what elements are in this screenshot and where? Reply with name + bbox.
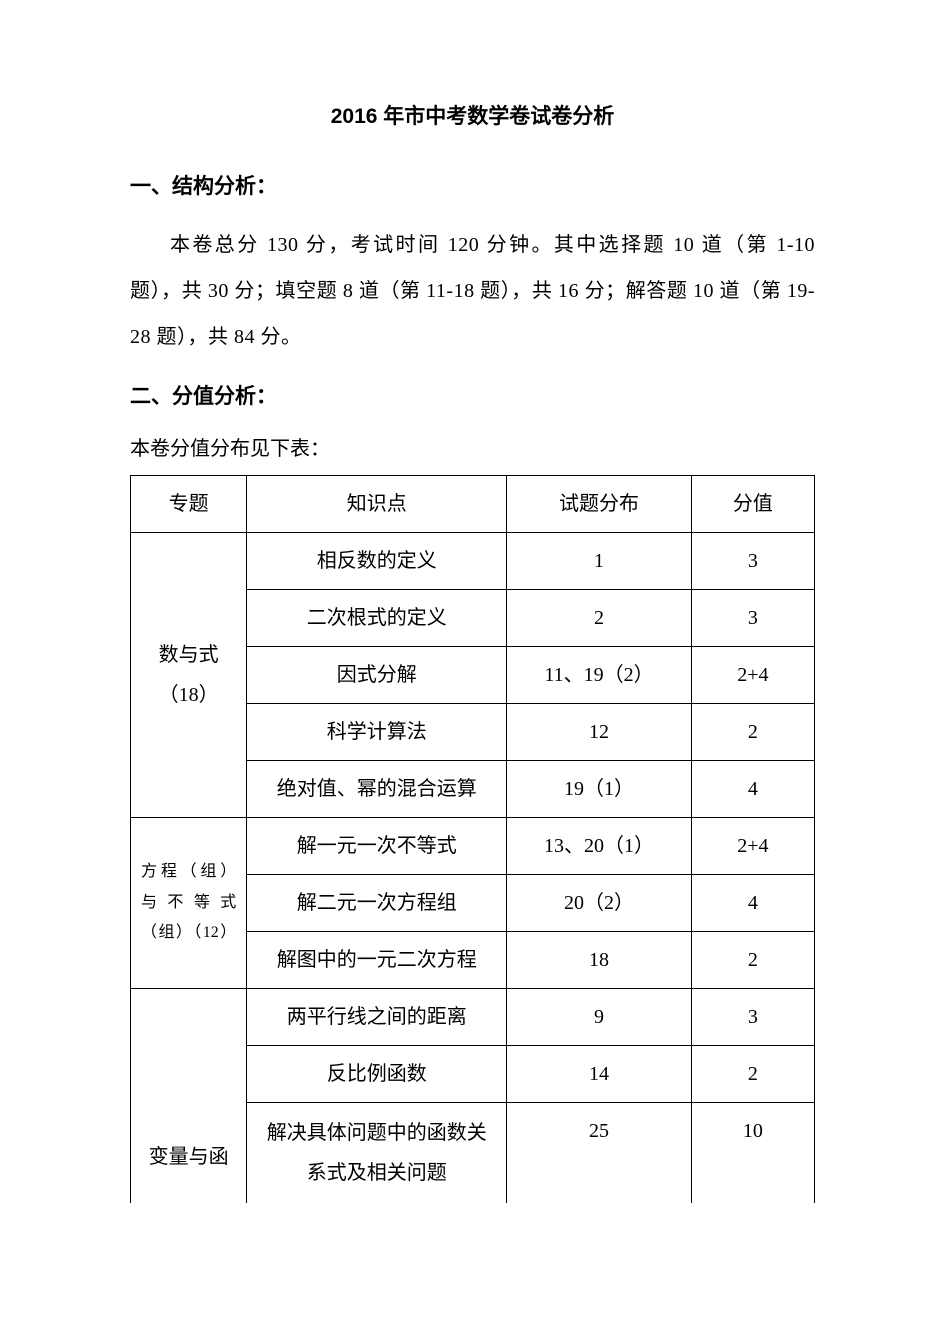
topic-line: 数与式	[137, 635, 240, 675]
knowledge-cell: 反比例函数	[247, 1046, 507, 1103]
topic-line: （18）	[137, 675, 240, 715]
table-header-row: 专题 知识点 试题分布 分值	[131, 476, 815, 533]
knowledge-cell: 解二元一次方程组	[247, 875, 507, 932]
dist-cell: 14	[507, 1046, 692, 1103]
dist-cell: 2	[507, 590, 692, 647]
score-cell: 3	[691, 590, 814, 647]
dist-cell: 11、19（2）	[507, 647, 692, 704]
dist-cell: 18	[507, 932, 692, 989]
dist-cell: 9	[507, 989, 692, 1046]
score-cell: 4	[691, 875, 814, 932]
topic-line: 变量与函	[149, 1146, 229, 1168]
score-cell: 2+4	[691, 647, 814, 704]
topic-line: 方程（组）	[135, 857, 242, 887]
knowledge-cell: 二次根式的定义	[247, 590, 507, 647]
score-cell: 2	[691, 932, 814, 989]
score-cell: 3	[691, 533, 814, 590]
topic-cell: 变量与函	[131, 989, 247, 1204]
dist-cell: 1	[507, 533, 692, 590]
table-row: 数与式 （18） 相反数的定义 1 3	[131, 533, 815, 590]
knowledge-cell: 科学计算法	[247, 704, 507, 761]
topic-line: 与不等式	[135, 888, 242, 918]
col-header-knowledge: 知识点	[247, 476, 507, 533]
section-2-heading: 二、分值分析：	[130, 380, 815, 410]
knowledge-line: 解决具体问题中的函数关	[253, 1113, 500, 1153]
col-header-dist: 试题分布	[507, 476, 692, 533]
topic-cell: 方程（组） 与不等式 （组）（12）	[131, 818, 247, 989]
score-cell: 3	[691, 989, 814, 1046]
score-table: 专题 知识点 试题分布 分值 数与式 （18） 相反数的定义 1 3 二次根式的…	[130, 475, 815, 1203]
score-cell: 2	[691, 704, 814, 761]
score-cell: 4	[691, 761, 814, 818]
topic-cell: 数与式 （18）	[131, 533, 247, 818]
score-cell: 2	[691, 1046, 814, 1103]
score-cell: 10	[691, 1103, 814, 1204]
knowledge-line: 系式及相关问题	[253, 1153, 500, 1193]
col-header-score: 分值	[691, 476, 814, 533]
section-1-paragraph: 本卷总分 130 分，考试时间 120 分钟。其中选择题 10 道（第 1-10…	[130, 222, 815, 360]
dist-cell: 19（1）	[507, 761, 692, 818]
knowledge-cell: 相反数的定义	[247, 533, 507, 590]
dist-cell: 12	[507, 704, 692, 761]
dist-cell: 25	[507, 1103, 692, 1204]
knowledge-cell: 解一元一次不等式	[247, 818, 507, 875]
knowledge-cell: 绝对值、幂的混合运算	[247, 761, 507, 818]
knowledge-cell: 解图中的一元二次方程	[247, 932, 507, 989]
col-header-topic: 专题	[131, 476, 247, 533]
table-caption: 本卷分值分布见下表：	[130, 432, 815, 461]
section-1-heading: 一、结构分析：	[130, 170, 815, 200]
page-title: 2016 年市中考数学卷试卷分析	[130, 100, 815, 130]
dist-cell: 13、20（1）	[507, 818, 692, 875]
topic-line: （组）（12）	[135, 918, 242, 948]
knowledge-cell: 两平行线之间的距离	[247, 989, 507, 1046]
knowledge-cell: 解决具体问题中的函数关 系式及相关问题	[247, 1103, 507, 1204]
table-row: 方程（组） 与不等式 （组）（12） 解一元一次不等式 13、20（1） 2+4	[131, 818, 815, 875]
table-row: 变量与函 两平行线之间的距离 9 3	[131, 989, 815, 1046]
knowledge-cell: 因式分解	[247, 647, 507, 704]
dist-cell: 20（2）	[507, 875, 692, 932]
score-cell: 2+4	[691, 818, 814, 875]
